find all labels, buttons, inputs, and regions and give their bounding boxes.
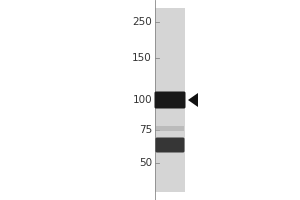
- Text: 250: 250: [132, 17, 152, 27]
- Bar: [156, 126, 184, 130]
- Text: 50: 50: [139, 158, 152, 168]
- FancyBboxPatch shape: [154, 92, 185, 108]
- Bar: [155, 8, 185, 192]
- Text: 100: 100: [132, 95, 152, 105]
- Text: 150: 150: [132, 53, 152, 63]
- Text: 75: 75: [139, 125, 152, 135]
- Polygon shape: [188, 93, 198, 107]
- FancyBboxPatch shape: [155, 138, 184, 152]
